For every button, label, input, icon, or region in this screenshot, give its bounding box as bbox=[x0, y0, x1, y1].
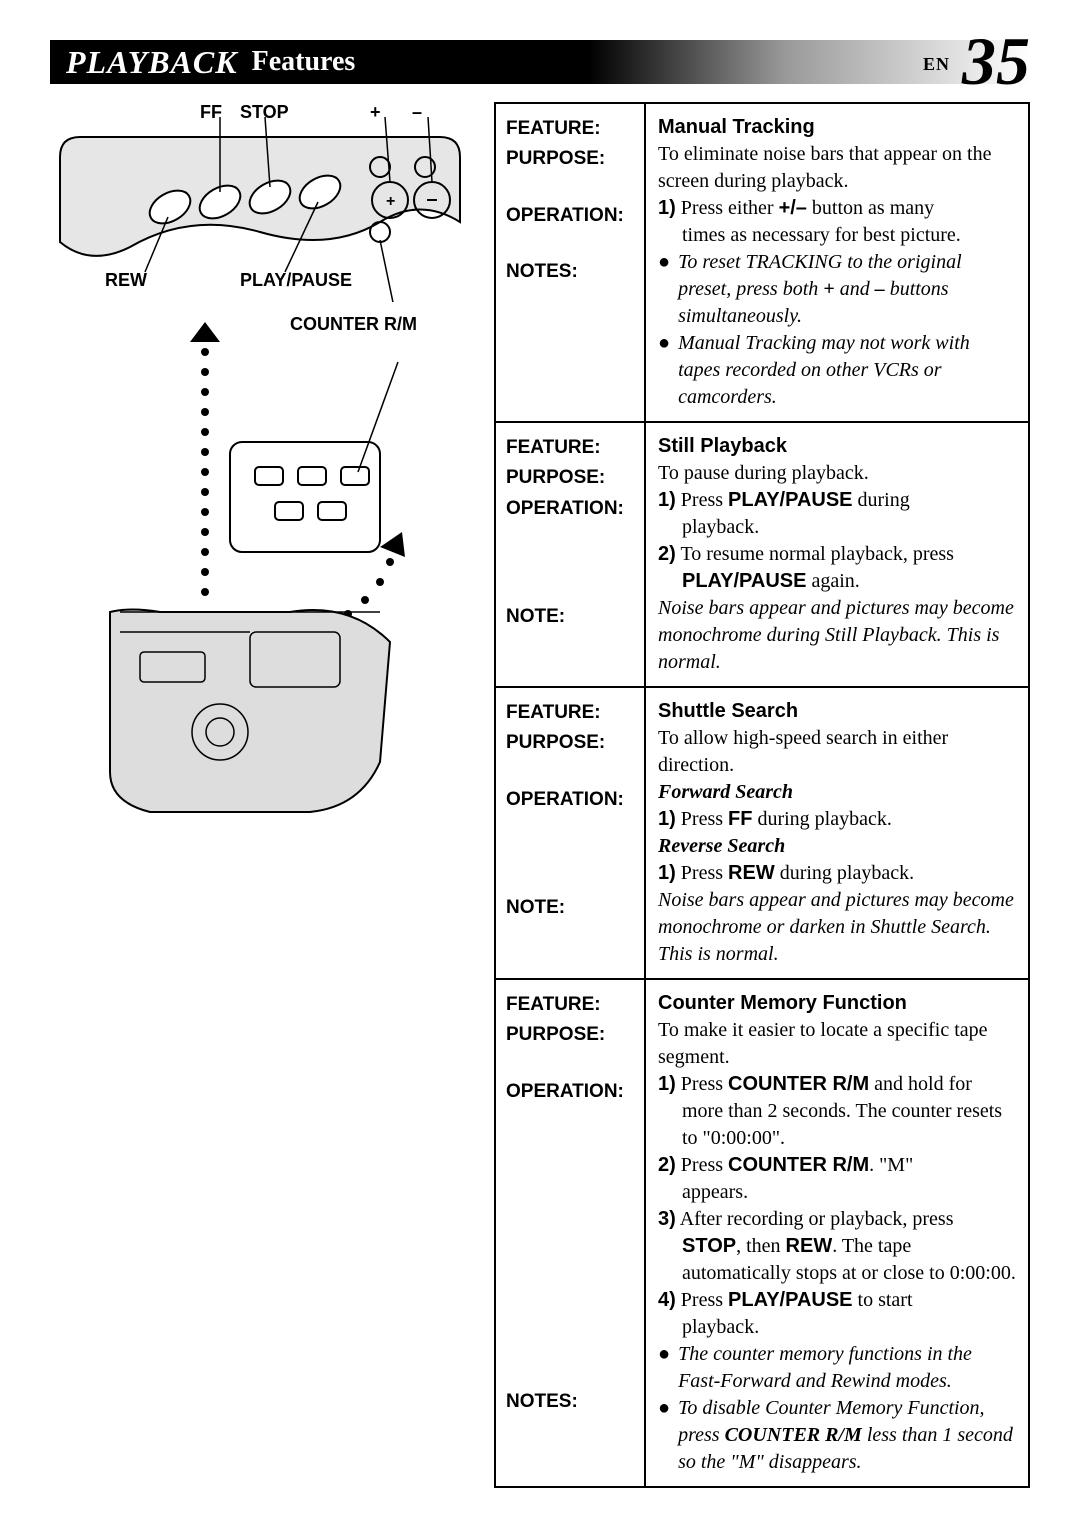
operation-line: 1) Press PLAY/PAUSE during bbox=[658, 487, 1016, 514]
feature-title: Counter Memory Function bbox=[658, 990, 1016, 1017]
row-labels: FEATURE: PURPOSE: OPERATION: NOTE: bbox=[496, 423, 646, 686]
note-text: Noise bars appear and pictures may becom… bbox=[658, 887, 1016, 968]
header-playback-label: PLAYBACK bbox=[66, 44, 238, 81]
label-operation: OPERATION: bbox=[506, 1077, 634, 1107]
row-content: Counter Memory Function To make it easie… bbox=[646, 980, 1028, 1486]
operation-line-cont: times as necessary for best picture. bbox=[658, 222, 1016, 249]
operation-line-cont: STOP, then REW. The tape automatically s… bbox=[658, 1233, 1016, 1287]
operation-line: 3) After recording or playback, press bbox=[658, 1206, 1016, 1233]
row-labels: FEATURE: PURPOSE: OPERATION: NOTES: bbox=[496, 104, 646, 421]
table-row: FEATURE: PURPOSE: OPERATION: NOTES: Coun… bbox=[496, 980, 1028, 1486]
row-content: Manual Tracking To eliminate noise bars … bbox=[646, 104, 1028, 421]
operation-line: 2) Press COUNTER R/M. "M" bbox=[658, 1152, 1016, 1179]
camcorder-diagram: + FF STOP + – REW PLAY/PAUSE COUNTER R/M bbox=[50, 102, 470, 862]
feature-title: Manual Tracking bbox=[658, 114, 1016, 141]
features-column: FEATURE: PURPOSE: OPERATION: NOTES: Manu… bbox=[494, 102, 1030, 1488]
note-text: Noise bars appear and pictures may becom… bbox=[658, 595, 1016, 676]
camcorder-illustration bbox=[50, 312, 470, 832]
label-feature: FEATURE: bbox=[506, 990, 634, 1020]
label-operation: OPERATION: bbox=[506, 494, 634, 524]
label-purpose: PURPOSE: bbox=[506, 728, 634, 758]
table-row: FEATURE: PURPOSE: OPERATION: NOTE: Shutt… bbox=[496, 688, 1028, 980]
operation-line: 1) Press COUNTER R/M and hold for bbox=[658, 1071, 1016, 1098]
feature-title: Still Playback bbox=[658, 433, 1016, 460]
label-minus: – bbox=[412, 102, 422, 123]
page-number: 35 bbox=[962, 22, 1030, 101]
operation-line: 1) Press REW during playback. bbox=[658, 860, 1016, 887]
note-bullet: ● Manual Tracking may not work with tape… bbox=[658, 330, 1016, 411]
operation-line-cont: playback. bbox=[658, 1314, 1016, 1341]
label-notes: NOTES: bbox=[506, 257, 634, 287]
header-lang-label: EN bbox=[923, 54, 950, 75]
note-bullet: ● To reset TRACKING to the original pres… bbox=[658, 249, 1016, 330]
operation-line-cont: PLAY/PAUSE again. bbox=[658, 568, 1016, 595]
label-rew: REW bbox=[105, 270, 147, 291]
diagram-column: + FF STOP + – REW PLAY/PAUSE COUNTER R/M bbox=[50, 102, 470, 1488]
purpose-text: To allow high-speed search in either dir… bbox=[658, 725, 1016, 779]
operation-line: 4) Press PLAY/PAUSE to start bbox=[658, 1287, 1016, 1314]
page-header: PLAYBACK Features EN 35 bbox=[50, 40, 1030, 84]
label-stop: STOP bbox=[240, 102, 289, 123]
table-row: FEATURE: PURPOSE: OPERATION: NOTES: Manu… bbox=[496, 104, 1028, 423]
header-features-label: Features bbox=[252, 46, 356, 78]
label-feature: FEATURE: bbox=[506, 114, 634, 144]
operation-line: 1) Press FF during playback. bbox=[658, 806, 1016, 833]
label-note: NOTE: bbox=[506, 602, 634, 632]
table-row: FEATURE: PURPOSE: OPERATION: NOTE: Still… bbox=[496, 423, 1028, 688]
note-bullet: ● The counter memory functions in the Fa… bbox=[658, 1341, 1016, 1395]
label-notes: NOTES: bbox=[506, 1387, 634, 1417]
forward-search-heading: Forward Search bbox=[658, 779, 1016, 806]
feature-title: Shuttle Search bbox=[658, 698, 1016, 725]
operation-line-cont: playback. bbox=[658, 514, 1016, 541]
reverse-search-heading: Reverse Search bbox=[658, 833, 1016, 860]
label-play-pause: PLAY/PAUSE bbox=[240, 270, 352, 291]
label-feature: FEATURE: bbox=[506, 698, 634, 728]
purpose-text: To eliminate noise bars that appear on t… bbox=[658, 141, 1016, 195]
label-plus: + bbox=[370, 102, 381, 123]
operation-line: 1) Press either +/– button as many bbox=[658, 195, 1016, 222]
operation-line-cont: more than 2 seconds. The counter resets … bbox=[658, 1098, 1016, 1152]
label-operation: OPERATION: bbox=[506, 201, 634, 231]
label-operation: OPERATION: bbox=[506, 785, 634, 815]
label-feature: FEATURE: bbox=[506, 433, 634, 463]
label-ff: FF bbox=[200, 102, 222, 123]
label-purpose: PURPOSE: bbox=[506, 1020, 634, 1050]
row-labels: FEATURE: PURPOSE: OPERATION: NOTES: bbox=[496, 980, 646, 1486]
operation-line-cont: appears. bbox=[658, 1179, 1016, 1206]
note-bullet: ● To disable Counter Memory Function, pr… bbox=[658, 1395, 1016, 1476]
purpose-text: To make it easier to locate a specific t… bbox=[658, 1017, 1016, 1071]
features-table: FEATURE: PURPOSE: OPERATION: NOTES: Manu… bbox=[494, 102, 1030, 1488]
label-purpose: PURPOSE: bbox=[506, 144, 634, 174]
operation-line: 2) To resume normal playback, press bbox=[658, 541, 1016, 568]
purpose-text: To pause during playback. bbox=[658, 460, 1016, 487]
label-purpose: PURPOSE: bbox=[506, 463, 634, 493]
row-content: Shuttle Search To allow high-speed searc… bbox=[646, 688, 1028, 978]
row-content: Still Playback To pause during playback.… bbox=[646, 423, 1028, 686]
label-note: NOTE: bbox=[506, 893, 634, 923]
svg-text:+: + bbox=[386, 193, 395, 210]
row-labels: FEATURE: PURPOSE: OPERATION: NOTE: bbox=[496, 688, 646, 978]
